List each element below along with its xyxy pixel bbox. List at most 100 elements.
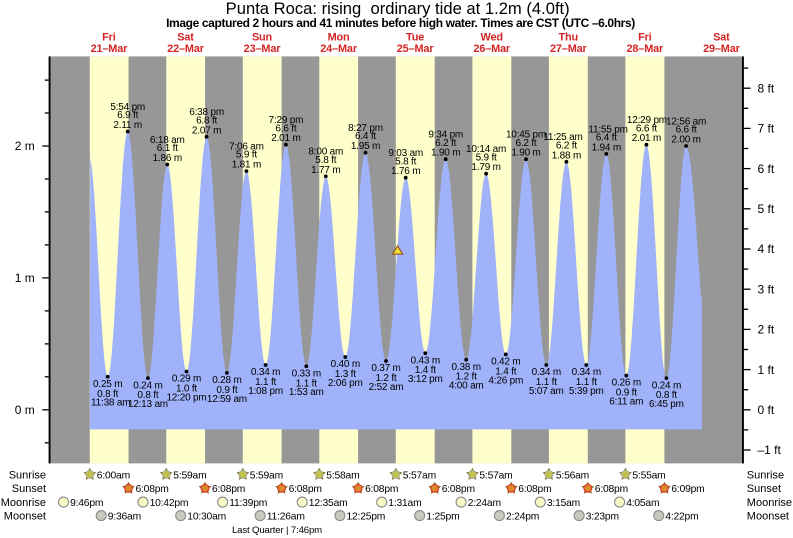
svg-text:12:59 am: 12:59 am [207,394,247,405]
svg-text:5.9 ft: 5.9 ft [236,150,257,161]
svg-text:0 ft: 0 ft [758,403,775,417]
svg-text:6.4 ft: 6.4 ft [596,133,617,144]
svg-text:11:55 pm: 11:55 pm [588,124,627,135]
svg-text:0.43 m: 0.43 m [411,355,440,366]
svg-text:6.2 ft: 6.2 ft [435,138,456,149]
svg-text:1.88 m: 1.88 m [552,150,581,161]
svg-text:Image captured 2 hours and 41: Image captured 2 hours and 41 minutes be… [166,16,635,30]
svg-text:11:39pm: 11:39pm [229,498,267,509]
svg-text:0.8 ft: 0.8 ft [137,390,158,401]
svg-text:6:09pm: 6:09pm [671,484,704,495]
svg-text:1.86 m: 1.86 m [153,153,182,164]
svg-text:1.2 ft: 1.2 ft [456,372,477,383]
svg-text:1.77 m: 1.77 m [311,165,340,176]
svg-text:1 ft: 1 ft [758,363,775,377]
svg-text:28–Mar: 28–Mar [626,43,664,55]
svg-text:26–Mar: 26–Mar [473,43,511,55]
svg-text:Sat: Sat [177,31,194,43]
svg-text:1.0 ft: 1.0 ft [176,384,197,395]
svg-text:6.2 ft: 6.2 ft [515,138,536,149]
svg-text:0.25 m: 0.25 m [93,379,122,390]
svg-text:6.2 ft: 6.2 ft [556,140,577,151]
svg-text:12:35am: 12:35am [309,498,348,509]
svg-text:1.1 ft: 1.1 ft [296,378,317,389]
svg-text:Tue: Tue [406,31,424,43]
svg-text:0.33 m: 0.33 m [292,369,321,380]
svg-text:1.1 ft: 1.1 ft [255,377,276,388]
svg-text:0.8 ft: 0.8 ft [97,389,118,400]
svg-text:0.38 m: 0.38 m [452,362,481,373]
svg-text:6:38 pm: 6:38 pm [189,107,224,118]
svg-text:Mon: Mon [328,31,350,43]
svg-text:7:29 pm: 7:29 pm [269,115,304,126]
svg-text:4:00 am: 4:00 am [449,381,484,392]
svg-text:5.8 ft: 5.8 ft [395,156,416,167]
svg-text:1:31am: 1:31am [388,498,421,509]
svg-text:0.37 m: 0.37 m [371,363,400,374]
svg-text:1:25pm: 1:25pm [426,511,459,522]
svg-text:5:57am: 5:57am [403,470,436,481]
svg-text:0 m: 0 m [15,403,35,417]
svg-text:Sunset: Sunset [747,483,781,495]
svg-text:Moonset: Moonset [747,510,789,522]
svg-text:7:06 am: 7:06 am [229,142,264,153]
svg-text:1.1 ft: 1.1 ft [536,377,557,388]
svg-text:10:14 am: 10:14 am [466,144,506,155]
svg-text:1.81 m: 1.81 m [232,160,261,171]
svg-text:0.8 ft: 0.8 ft [656,390,677,401]
svg-text:3:15am: 3:15am [547,498,580,509]
svg-text:1.2 ft: 1.2 ft [375,373,396,384]
svg-text:5.8 ft: 5.8 ft [315,155,336,166]
svg-text:Moonrise: Moonrise [1,497,46,509]
svg-text:1.3 ft: 1.3 ft [335,369,356,380]
svg-text:Fri: Fri [102,31,116,43]
svg-text:Sunrise: Sunrise [9,469,46,481]
svg-text:1 m: 1 m [15,271,35,285]
svg-text:2:24pm: 2:24pm [506,511,539,522]
svg-text:12:13 am: 12:13 am [128,399,168,410]
svg-text:6.8 ft: 6.8 ft [196,115,217,126]
svg-text:2.00 m: 2.00 m [671,135,700,146]
svg-text:Last Quarter | 7:46pm: Last Quarter | 7:46pm [232,525,322,536]
svg-text:0.26 m: 0.26 m [612,378,641,389]
svg-text:2 m: 2 m [15,139,35,153]
svg-text:6.1 ft: 6.1 ft [157,143,178,154]
svg-text:0.42 m: 0.42 m [491,357,520,368]
svg-text:27–Mar: 27–Mar [550,43,588,55]
svg-text:6.6 ft: 6.6 ft [676,125,697,136]
svg-text:6:08pm: 6:08pm [365,484,398,495]
svg-text:Sunrise: Sunrise [747,469,784,481]
svg-text:2.01 m: 2.01 m [271,133,300,144]
svg-text:9:03 am: 9:03 am [388,148,423,159]
svg-text:2.07 m: 2.07 m [192,125,221,136]
svg-text:8 ft: 8 ft [758,81,775,95]
svg-text:4 ft: 4 ft [758,242,775,256]
svg-text:12:56 am: 12:56 am [666,116,706,127]
svg-text:Punta Roca: rising ordinary t: Punta Roca: rising ordinary tide at 1.2m… [226,0,570,18]
svg-text:2:24am: 2:24am [468,498,501,509]
svg-text:6:11 am: 6:11 am [609,396,643,407]
svg-text:1.90 m: 1.90 m [511,148,540,159]
svg-text:8:27 pm: 8:27 pm [348,123,383,134]
svg-text:4:26 pm: 4:26 pm [488,375,523,386]
svg-text:5:56am: 5:56am [556,470,589,481]
svg-text:0.9 ft: 0.9 ft [616,388,637,399]
svg-text:Wed: Wed [481,31,503,43]
svg-text:12:20 pm: 12:20 pm [166,392,206,403]
svg-text:Fri: Fri [638,31,652,43]
svg-text:1.90 m: 1.90 m [431,148,460,159]
svg-text:0.28 m: 0.28 m [212,375,241,386]
svg-text:21–Mar: 21–Mar [91,43,129,55]
svg-text:0.24 m: 0.24 m [133,380,162,391]
svg-text:2:06 pm: 2:06 pm [328,378,363,389]
svg-text:2.11 m: 2.11 m [113,120,142,131]
svg-text:3 ft: 3 ft [758,282,775,296]
svg-text:9:34 pm: 9:34 pm [428,130,463,141]
svg-text:9:46pm: 9:46pm [70,498,103,509]
svg-text:6:08pm: 6:08pm [442,484,475,495]
svg-text:1.95 m: 1.95 m [351,141,380,152]
svg-text:5:58am: 5:58am [326,470,359,481]
svg-text:12:25pm: 12:25pm [347,511,386,522]
svg-text:11:25 am: 11:25 am [543,132,582,143]
svg-text:5:39 pm: 5:39 pm [569,386,604,397]
